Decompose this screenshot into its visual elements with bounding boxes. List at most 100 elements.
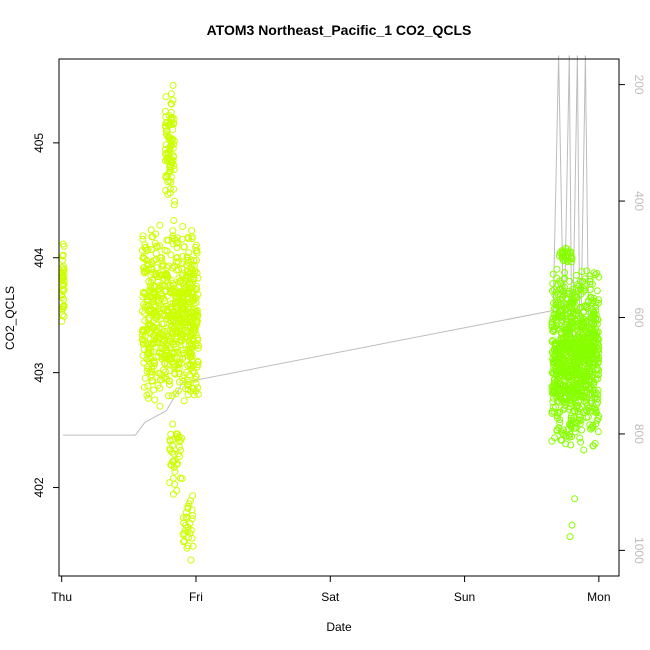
data-point [574,323,582,331]
data-point [560,431,567,439]
data-point [184,233,192,241]
data-point [187,256,195,264]
data-point [179,514,187,522]
data-point [185,235,192,242]
data-point [138,335,146,343]
y-tick-label: 404 [32,247,46,267]
data-point [194,384,202,392]
data-point [185,337,193,345]
data-point [188,227,196,235]
data-point [166,167,174,175]
data-point [170,119,178,127]
data-point [177,359,185,367]
data-point [143,247,151,255]
data-point [169,341,177,349]
data-point [59,303,67,311]
data-point [144,261,152,268]
data-point [59,252,67,260]
data-point [588,342,595,350]
data-point [156,384,164,392]
data-point [147,329,155,337]
data-point [186,280,194,288]
x-tick-label: Fri [189,590,203,604]
data-point [548,437,556,445]
data-point [573,294,581,301]
data-point [155,369,163,377]
data-point [155,353,163,360]
data-point [174,430,181,438]
data-point [175,443,183,451]
data-point [592,307,600,315]
data-point [139,288,147,296]
data-point [167,461,175,469]
data-point [169,227,177,235]
data-point [559,312,567,320]
data-point [59,282,67,290]
data-point [162,339,170,347]
data-point [60,242,68,250]
data-point [152,250,160,257]
data-point [577,304,585,311]
x-axis: Thu Fri Sat Sun Mon [51,575,611,604]
data-point [588,319,596,327]
data-point [163,247,171,255]
data-point [184,333,192,341]
x-axis-label: Date [326,620,352,634]
data-point [166,134,174,142]
data-point [151,359,159,367]
data-point [153,264,161,272]
data-point [180,313,188,321]
data-point [592,299,600,307]
data-point [566,341,574,349]
data-point [153,273,161,280]
data-point [172,236,179,244]
data-point [170,325,178,333]
data-point [562,294,570,302]
data-point [163,155,171,163]
data-point [583,371,591,379]
data-point [589,442,597,450]
data-point [165,377,173,385]
data-point [190,384,198,392]
data-point [592,389,600,397]
data-point [183,261,191,269]
data-point [141,317,149,325]
data-point [592,319,599,327]
data-point [563,258,571,266]
data-point [165,353,173,361]
data-point [180,397,188,405]
data-point [150,386,158,394]
data-point [553,274,561,282]
data-point [166,185,174,193]
data-point [549,270,557,278]
altitude-segment [144,410,167,423]
data-point [182,385,189,393]
data-point [584,413,592,421]
data-point [567,399,575,407]
data-point [141,255,149,263]
data-point [172,294,180,302]
data-point [585,355,593,363]
data-point [590,317,598,325]
data-point [186,344,194,352]
data-point [592,350,600,358]
data-point [564,256,572,264]
data-point [552,306,560,314]
data-point [166,288,174,296]
data-point [560,283,568,291]
data-point [166,479,174,487]
data-point [158,376,166,384]
data-point [564,374,571,382]
chart-title: ATOM3 Northeast_Pacific_1 CO2_QCLS [207,22,472,38]
data-point [570,414,578,422]
data-point [571,495,579,503]
data-point [180,298,188,306]
data-point [184,376,192,384]
data-point [563,305,571,313]
data-point [180,315,188,323]
data-point [171,363,179,371]
data-point [548,389,556,397]
data-point [178,336,186,344]
data-point [147,226,155,234]
data-point [153,313,161,321]
